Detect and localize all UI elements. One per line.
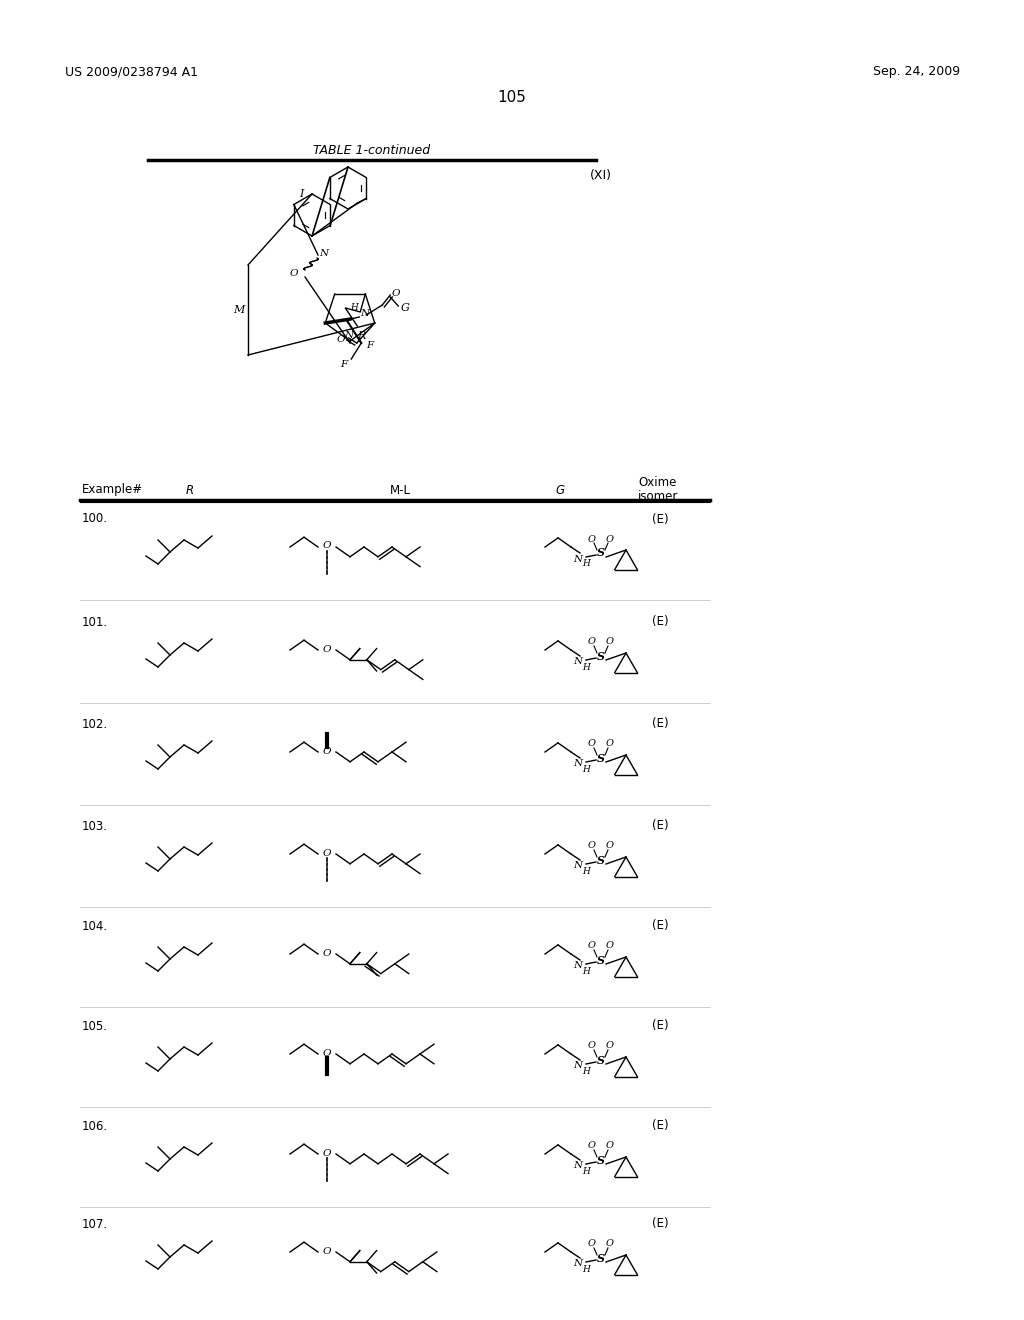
Text: 105: 105 [498, 90, 526, 104]
Text: N: N [573, 1061, 583, 1071]
Text: H: H [582, 663, 590, 672]
Text: 100.: 100. [82, 512, 108, 525]
Text: M: M [233, 305, 245, 315]
Text: S: S [597, 752, 605, 763]
Text: N: N [573, 554, 583, 564]
Text: O: O [336, 334, 345, 343]
Text: H: H [582, 866, 590, 875]
Text: O: O [588, 535, 596, 544]
Text: S: S [597, 954, 605, 965]
Text: O: O [323, 1048, 331, 1057]
Text: O: O [323, 949, 331, 957]
Text: N: N [573, 961, 583, 970]
Text: isomer: isomer [638, 491, 678, 503]
Text: O: O [588, 1142, 596, 1151]
Text: TABLE 1-continued: TABLE 1-continued [313, 144, 430, 157]
Text: F: F [367, 341, 374, 350]
Text: O: O [588, 638, 596, 647]
Text: N: N [573, 657, 583, 667]
Text: (E): (E) [651, 1119, 669, 1133]
Text: H: H [350, 302, 358, 312]
Text: O: O [606, 941, 614, 950]
Text: Sep. 24, 2009: Sep. 24, 2009 [872, 66, 961, 78]
Text: S: S [597, 1155, 605, 1166]
Text: (E): (E) [651, 820, 669, 833]
Text: (E): (E) [651, 920, 669, 932]
Text: H: H [582, 560, 590, 569]
Text: H: H [582, 1067, 590, 1076]
Text: H: H [582, 764, 590, 774]
Text: N: N [573, 862, 583, 870]
Text: O: O [323, 747, 331, 755]
Text: G: G [555, 483, 564, 496]
Text: N: N [319, 248, 328, 257]
Text: S: S [597, 854, 605, 866]
Text: O: O [588, 842, 596, 850]
Text: O: O [588, 1239, 596, 1249]
Text: N: N [344, 330, 353, 339]
Text: (E): (E) [651, 615, 669, 628]
Text: O: O [606, 1041, 614, 1051]
Text: 105.: 105. [82, 1019, 108, 1032]
Text: Example#: Example# [82, 483, 143, 496]
Text: N: N [573, 1259, 583, 1269]
Text: M-L: M-L [389, 483, 411, 496]
Text: (E): (E) [651, 512, 669, 525]
Text: N: N [573, 759, 583, 768]
Text: O: O [606, 638, 614, 647]
Text: US 2009/0238794 A1: US 2009/0238794 A1 [65, 66, 198, 78]
Text: O: O [323, 1148, 331, 1158]
Text: H: H [582, 1265, 590, 1274]
Text: (E): (E) [651, 718, 669, 730]
Text: 103.: 103. [82, 820, 108, 833]
Text: H: H [582, 966, 590, 975]
Text: N: N [360, 309, 370, 318]
Text: O: O [606, 1239, 614, 1249]
Text: O: O [606, 739, 614, 748]
Text: I: I [300, 189, 304, 199]
Text: G: G [400, 304, 410, 313]
Text: S: S [597, 548, 605, 558]
Text: 106.: 106. [82, 1119, 109, 1133]
Text: O: O [323, 1246, 331, 1255]
Text: 107.: 107. [82, 1217, 109, 1230]
Text: 104.: 104. [82, 920, 109, 932]
Text: R: R [357, 331, 366, 341]
Text: O: O [606, 535, 614, 544]
Text: O: O [606, 842, 614, 850]
Text: F: F [340, 359, 347, 368]
Text: O: O [606, 1142, 614, 1151]
Text: 102.: 102. [82, 718, 109, 730]
Text: (XI): (XI) [590, 169, 612, 182]
Text: O: O [391, 289, 399, 297]
Text: S: S [597, 651, 605, 661]
Text: N: N [573, 1162, 583, 1171]
Text: O: O [290, 269, 298, 279]
Text: (E): (E) [651, 1019, 669, 1032]
Text: O: O [588, 739, 596, 748]
Text: S: S [597, 1253, 605, 1263]
Text: O: O [588, 941, 596, 950]
Text: R: R [186, 483, 195, 496]
Text: Oxime: Oxime [639, 477, 677, 490]
Text: O: O [323, 644, 331, 653]
Text: H: H [582, 1167, 590, 1176]
Text: O: O [323, 849, 331, 858]
Text: 101.: 101. [82, 615, 109, 628]
Text: O: O [323, 541, 331, 550]
Text: (E): (E) [651, 1217, 669, 1230]
Text: S: S [597, 1055, 605, 1065]
Text: O: O [588, 1041, 596, 1051]
